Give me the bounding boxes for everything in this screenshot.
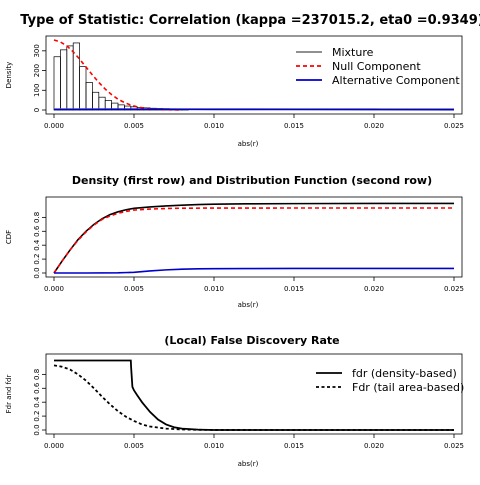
x-tick-label: 0.005	[124, 442, 144, 450]
y-tick-label: 0.2	[33, 254, 41, 265]
x-tick-label: 0.005	[124, 122, 144, 130]
series-line-alternative-component	[54, 268, 454, 273]
chart-title: Density (first row) and Distribution Fun…	[72, 174, 432, 187]
x-axis-label: abs(r)	[238, 301, 259, 309]
x-axis-label: abs(r)	[238, 140, 259, 148]
histogram-bar	[80, 67, 86, 110]
y-tick-label: 0.2	[33, 411, 41, 422]
x-tick-label: 0.015	[284, 122, 304, 130]
legend-label: Mixture	[332, 46, 374, 59]
x-tick-label: 0.005	[124, 285, 144, 293]
y-tick-label: 300	[33, 44, 41, 57]
x-tick-label: 0.020	[364, 442, 384, 450]
legend-label: Null Component	[332, 60, 421, 73]
histogram-bar	[86, 82, 92, 110]
x-tick-label: 0.025	[444, 122, 464, 130]
histogram-bar	[67, 46, 73, 110]
y-tick-label: 0.6	[33, 225, 41, 237]
x-tick-label: 0.015	[284, 285, 304, 293]
y-tick-label: 0.0	[33, 267, 41, 278]
plot-frame	[46, 197, 462, 277]
x-tick-label: 0.000	[44, 285, 64, 293]
chart-title: Type of Statistic: Correlation (kappa =2…	[20, 13, 480, 28]
legend-label: Fdr (tail area-based)	[352, 381, 464, 394]
y-axis-label: Density	[5, 62, 13, 89]
y-axis-label: Fdr and fdr	[5, 375, 13, 414]
x-tick-label: 0.020	[364, 285, 384, 293]
x-axis-label: abs(r)	[238, 460, 259, 468]
x-tick-label: 0.010	[204, 285, 224, 293]
x-tick-label: 0.000	[44, 122, 64, 130]
x-tick-label: 0.010	[204, 442, 224, 450]
histogram-bar	[60, 50, 66, 110]
y-axis-label: CDF	[5, 230, 13, 244]
x-tick-label: 0.025	[444, 285, 464, 293]
y-tick-label: 0.4	[33, 396, 41, 408]
y-tick-label: 100	[33, 84, 41, 97]
histogram-bar	[54, 57, 60, 110]
x-tick-label: 0.020	[364, 122, 384, 130]
series-line-null-component	[54, 208, 454, 273]
chart-title: (Local) False Discovery Rate	[164, 334, 339, 347]
y-tick-label: 200	[33, 64, 41, 77]
y-tick-label: 0.0	[33, 424, 41, 435]
x-tick-label: 0.025	[444, 442, 464, 450]
y-tick-label: 0	[33, 108, 41, 112]
legend-label: fdr (density-based)	[352, 367, 457, 380]
y-tick-label: 0.8	[33, 369, 41, 380]
histogram-bar	[92, 92, 98, 110]
y-tick-label: 0.4	[33, 239, 41, 251]
legend-label: Alternative Component	[332, 74, 460, 87]
x-tick-label: 0.010	[204, 122, 224, 130]
plot-frame	[46, 354, 462, 434]
x-tick-label: 0.015	[284, 442, 304, 450]
histogram-bar	[99, 97, 105, 110]
y-tick-label: 0.6	[33, 382, 41, 394]
x-tick-label: 0.000	[44, 442, 64, 450]
y-tick-label: 0.8	[33, 212, 41, 223]
